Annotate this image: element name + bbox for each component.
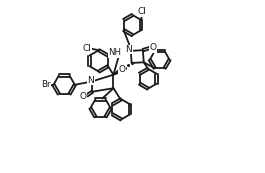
Text: Br: Br [41,80,51,89]
Text: Cl: Cl [83,44,92,53]
Polygon shape [113,68,122,75]
Text: N: N [88,76,94,85]
Text: O: O [80,92,87,101]
Text: Cl: Cl [138,7,147,16]
Text: NH: NH [108,48,121,57]
Text: O: O [118,65,125,74]
Text: O: O [149,43,156,52]
Text: N: N [125,45,132,54]
